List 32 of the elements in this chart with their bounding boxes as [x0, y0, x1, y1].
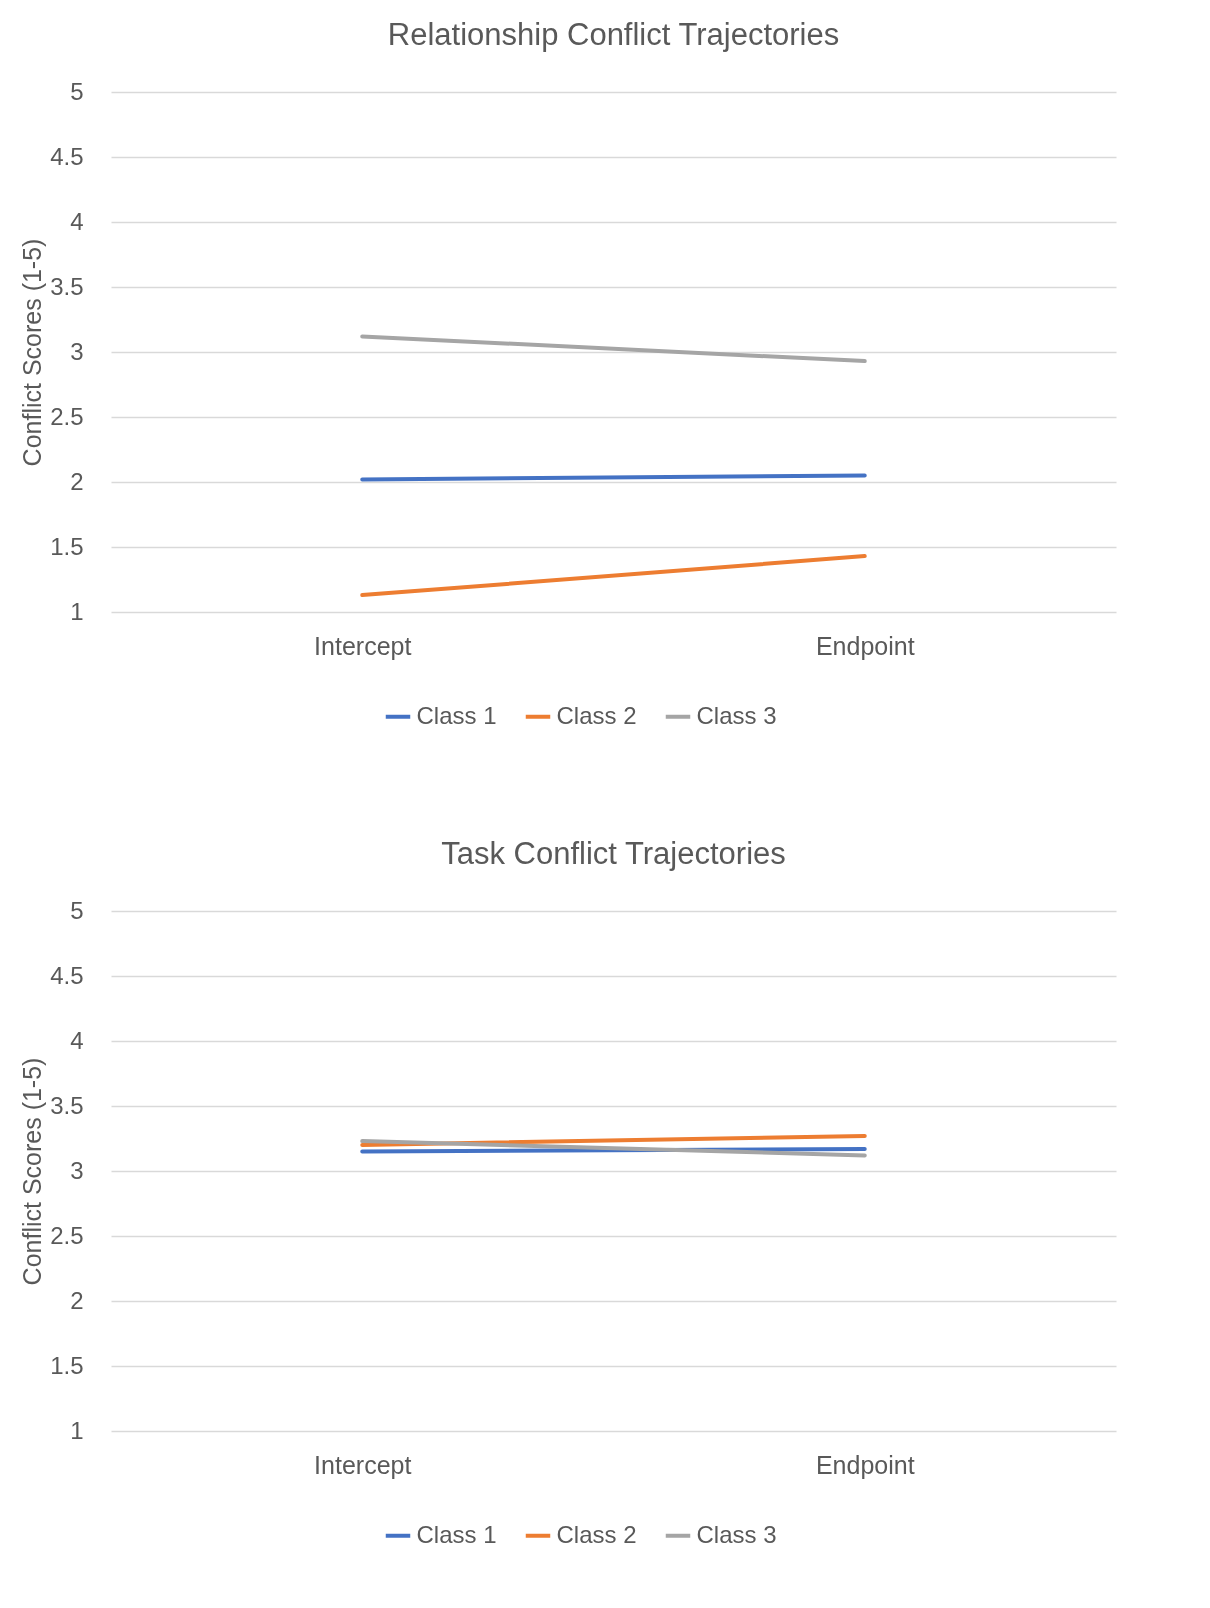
legend-label: Class 3: [696, 701, 777, 729]
chart-title: Relationship Conflict Trajectories: [387, 17, 840, 52]
x-tick-label: Intercept: [314, 631, 412, 660]
legend-label: Class 1: [416, 1520, 497, 1548]
y-tick-label: 3: [70, 337, 84, 365]
x-tick-label: Endpoint: [815, 631, 915, 660]
legend-label: Class 3: [696, 1520, 777, 1548]
chart-title: Task Conflict Trajectories: [441, 836, 786, 871]
y-tick-label: 5: [70, 77, 84, 105]
y-tick-label: 3: [70, 1156, 84, 1184]
y-tick-label: 1.5: [50, 1351, 84, 1379]
y-tick-label: 4: [70, 207, 84, 235]
legend-label: Class 2: [556, 701, 637, 729]
y-tick-label: 2: [70, 1286, 84, 1314]
y-tick-label: 5: [70, 896, 84, 924]
y-tick-label: 4.5: [50, 142, 84, 170]
y-tick-label: 2.5: [50, 1221, 84, 1249]
y-tick-label: 2: [70, 467, 84, 495]
y-tick-label: 3.5: [50, 1091, 84, 1119]
y-axis-title: Conflict Scores (1-5): [18, 1057, 47, 1286]
y-tick-label: 4: [70, 1026, 84, 1054]
x-tick-label: Endpoint: [815, 1450, 915, 1479]
legend-label: Class 1: [416, 701, 497, 729]
y-axis-title: Conflict Scores (1-5): [18, 238, 47, 467]
y-tick-label: 4.5: [50, 961, 84, 989]
y-tick-label: 2.5: [50, 402, 84, 430]
y-tick-label: 1.5: [50, 532, 84, 560]
y-tick-label: 3.5: [50, 272, 84, 300]
legend-label: Class 2: [556, 1520, 637, 1548]
y-tick-label: 1: [70, 1416, 84, 1444]
x-tick-label: Intercept: [314, 1450, 412, 1479]
y-tick-label: 1: [70, 597, 84, 625]
